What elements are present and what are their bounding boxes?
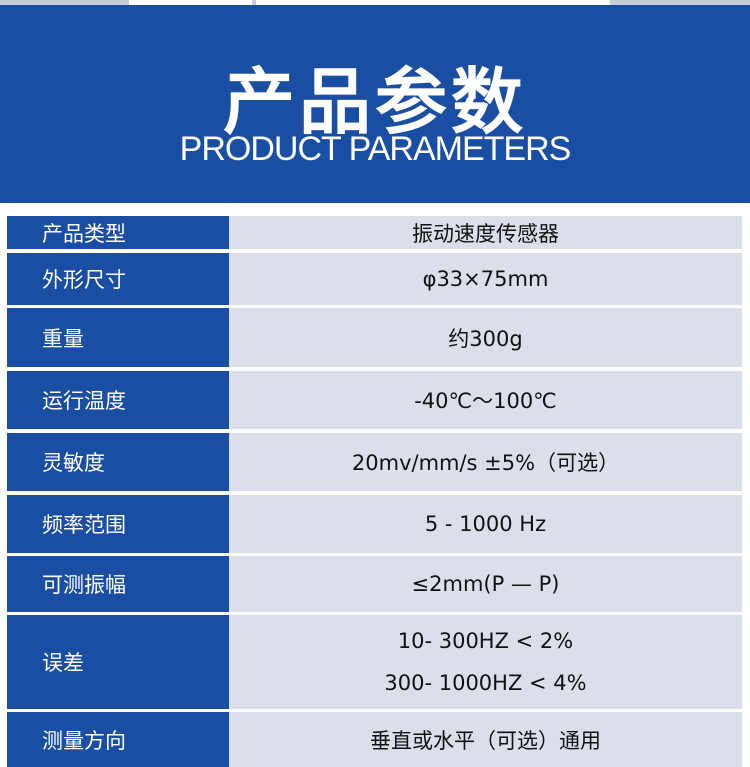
header-banner: 产品参数 PRODUCT PARAMETERS bbox=[0, 5, 750, 203]
param-value: 约300g bbox=[448, 326, 523, 351]
param-label: 重量 bbox=[7, 308, 229, 367]
param-value-cell: 10- 300HZ < 2% 300- 1000HZ < 4% bbox=[229, 615, 742, 709]
param-value: φ33×75mm bbox=[422, 267, 549, 291]
param-value-cell: -40℃～100℃ bbox=[229, 371, 742, 429]
param-label: 测量方向 bbox=[7, 712, 229, 767]
page-title: 产品参数 bbox=[222, 60, 527, 144]
param-value-cell: 20mv/mm/s ±5%（可选） bbox=[229, 433, 742, 491]
param-value-cell: φ33×75mm bbox=[229, 253, 742, 305]
table-row: 重量 约300g bbox=[7, 308, 742, 367]
param-label: 误差 bbox=[7, 615, 229, 709]
param-value-cell: 约300g bbox=[229, 308, 742, 367]
param-value-cell: 5 - 1000 Hz bbox=[229, 495, 742, 553]
param-label: 可测振幅 bbox=[7, 556, 229, 612]
table-row: 灵敏度 20mv/mm/s ±5%（可选） bbox=[7, 433, 742, 491]
param-label: 运行温度 bbox=[7, 371, 229, 429]
param-label: 产品类型 bbox=[7, 216, 229, 249]
param-value: 垂直或水平（可选）通用 bbox=[370, 728, 601, 753]
top-strip bbox=[0, 0, 750, 5]
param-value: 5 - 1000 Hz bbox=[424, 512, 547, 536]
param-value-cell: ≤2mm(P — P) bbox=[229, 556, 742, 612]
param-value-cell: 振动速度传感器 bbox=[229, 216, 742, 249]
param-value: 300- 1000HZ < 4% bbox=[384, 671, 587, 695]
param-value-cell: 垂直或水平（可选）通用 bbox=[229, 712, 742, 767]
table-row: 测量方向 垂直或水平（可选）通用 bbox=[7, 712, 742, 767]
param-label: 频率范围 bbox=[7, 495, 229, 553]
table-row: 误差 10- 300HZ < 2% 300- 1000HZ < 4% bbox=[7, 615, 742, 709]
param-value: 10- 300HZ < 2% bbox=[397, 629, 574, 653]
page-subtitle: PRODUCT PARAMETERS bbox=[179, 130, 572, 168]
param-label: 灵敏度 bbox=[7, 433, 229, 491]
param-value: 20mv/mm/s ±5%（可选） bbox=[351, 451, 620, 475]
table-row: 运行温度 -40℃～100℃ bbox=[7, 371, 742, 429]
table-row: 外形尺寸 φ33×75mm bbox=[7, 253, 742, 305]
param-value: -40℃～100℃ bbox=[414, 389, 557, 413]
param-value: ≤2mm(P — P) bbox=[411, 572, 560, 596]
param-value: 振动速度传感器 bbox=[412, 221, 559, 246]
table-row: 可测振幅 ≤2mm(P — P) bbox=[7, 556, 742, 612]
table-row: 产品类型 振动速度传感器 bbox=[7, 216, 742, 249]
param-label: 外形尺寸 bbox=[7, 253, 229, 305]
table-row: 频率范围 5 - 1000 Hz bbox=[7, 495, 742, 553]
